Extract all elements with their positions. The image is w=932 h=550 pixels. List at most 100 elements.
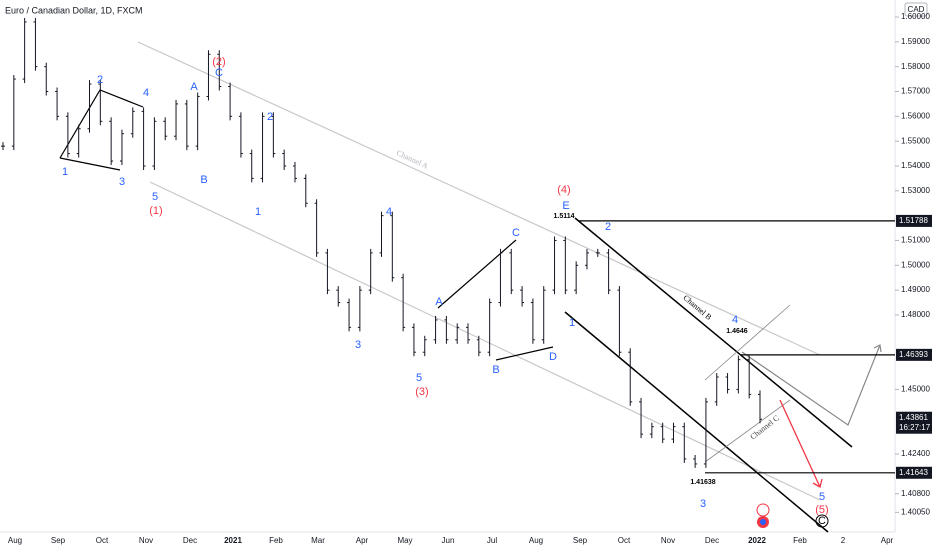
circle-marker <box>815 514 829 528</box>
price-bar <box>411 323 416 357</box>
wave-line <box>495 346 554 361</box>
wave-label: (3) <box>415 386 428 398</box>
price-bar <box>336 286 341 307</box>
channel-line <box>564 311 829 533</box>
projection-arrow <box>741 344 881 426</box>
price-bar <box>509 248 514 295</box>
x-tick-label: Feb <box>269 536 283 545</box>
price-bar <box>368 248 373 295</box>
wave-label: E <box>562 200 569 212</box>
price-bar <box>141 107 146 170</box>
price-tag <box>896 411 932 434</box>
price-bar <box>758 390 762 424</box>
y-tick-label: 1.45000 <box>901 385 930 394</box>
arrow-head <box>873 344 882 353</box>
y-tick-label: 1.55000 <box>901 136 930 145</box>
x-tick-label: Nov <box>661 536 675 545</box>
price-bar <box>444 315 449 344</box>
wave-label: 2 <box>97 74 103 86</box>
wave-label: C <box>215 67 223 79</box>
price-bar <box>22 17 27 84</box>
price-bar <box>195 92 200 151</box>
wave-label: 4 <box>732 314 738 326</box>
price-bar <box>682 422 687 463</box>
price-bar <box>693 454 698 468</box>
price-bar <box>55 87 60 121</box>
price-bar <box>498 248 503 307</box>
price-bar <box>455 323 460 344</box>
wave-label: 2 <box>605 221 611 233</box>
price-bar <box>184 99 189 151</box>
price-tag-label: 1.46393 <box>899 350 928 359</box>
price-bar <box>44 62 49 96</box>
price-note: 1.5114 <box>553 213 574 220</box>
wave-label: (5) <box>815 504 828 516</box>
price-tag-label: 1.43861 <box>899 413 928 422</box>
wave-label: D <box>549 351 557 363</box>
event-icon[interactable] <box>760 519 766 525</box>
y-tick-label: 1.48000 <box>901 310 930 319</box>
wave-label: (1) <box>149 205 162 217</box>
price-bar <box>541 286 546 344</box>
wave-label: 3 <box>119 176 125 188</box>
wave-label: 3 <box>700 498 706 510</box>
price-bar <box>595 248 600 257</box>
price-bar <box>260 112 265 183</box>
price-bar <box>433 315 438 344</box>
wave-label: C <box>818 515 826 527</box>
y-tick-label: 1.56000 <box>901 111 930 120</box>
channel-line <box>704 304 791 381</box>
price-bar <box>174 99 179 141</box>
y-tick-label: 1.40800 <box>901 489 930 498</box>
price-bar <box>119 129 124 166</box>
price-tag <box>896 214 932 227</box>
price-bar <box>98 80 103 126</box>
x-tick-label: Sep <box>51 536 66 545</box>
wave-label: 4 <box>386 206 392 218</box>
price-bar <box>357 286 362 332</box>
price-bar <box>520 286 525 307</box>
price-note: 1.41638 <box>690 479 715 486</box>
price-bar <box>11 75 16 151</box>
wave-label: 1 <box>569 317 575 329</box>
price-bar <box>747 355 752 399</box>
price-bar <box>303 174 308 208</box>
price-bar <box>660 422 665 444</box>
price-bar <box>282 149 287 170</box>
price-bar <box>347 298 352 332</box>
channel-line <box>149 181 821 501</box>
price-tag-label: 1.51788 <box>899 216 928 225</box>
wave-label: 5 <box>416 372 422 384</box>
wave-label: 1 <box>255 206 261 218</box>
chart-title: Euro / Canadian Dollar, 1D, FXCM <box>5 5 143 15</box>
wave-label: 3 <box>355 339 361 351</box>
price-bar <box>617 286 622 357</box>
y-tick-label: 1.40050 <box>901 507 930 516</box>
price-bar <box>487 298 492 357</box>
y-tick-label: 1.53000 <box>901 186 930 195</box>
price-bar <box>422 335 427 357</box>
price-bar <box>390 211 395 282</box>
currency: CAD <box>908 5 925 14</box>
arrow-head <box>812 478 823 488</box>
price-bar <box>401 273 406 332</box>
price-bar <box>65 112 70 158</box>
x-tick-label: Dec <box>183 536 197 545</box>
channel-line <box>574 217 853 448</box>
x-tick-label: Mar <box>311 536 325 545</box>
channel-line <box>704 399 791 463</box>
x-tick-label: Sep <box>573 536 588 545</box>
y-tick-label: 1.58000 <box>901 62 930 71</box>
price-bar <box>725 373 730 394</box>
price-bar <box>152 117 157 170</box>
price-bar <box>1 142 5 151</box>
wave-line <box>59 157 121 171</box>
price-bar <box>87 80 92 133</box>
price-note: 1.4646 <box>726 328 748 335</box>
price-bar <box>606 248 611 295</box>
price-tag <box>896 348 932 361</box>
wave-line <box>437 239 517 309</box>
price-bar <box>476 335 481 357</box>
